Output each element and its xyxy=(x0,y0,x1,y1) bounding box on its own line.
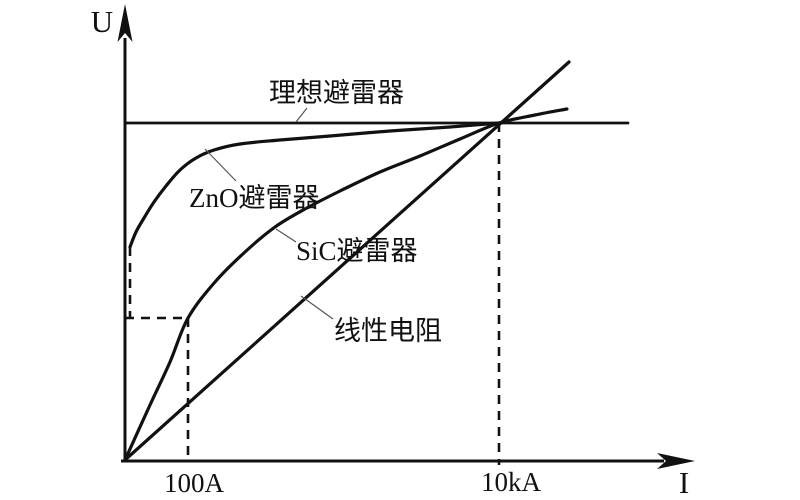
x-tick-label-100a: 100A xyxy=(164,468,225,498)
curves-layer xyxy=(123,60,630,462)
axes xyxy=(117,4,695,469)
y-axis-label: U xyxy=(91,4,113,39)
curve-sic xyxy=(123,107,569,462)
series-label-zno-arrester: ZnO避雷器 xyxy=(189,183,320,213)
leader-lines xyxy=(204,107,334,320)
series-label-linear-resistor: 线性电阻 xyxy=(334,316,442,346)
dashed-guides-layer xyxy=(125,123,501,465)
leader-line-ideal xyxy=(295,107,308,123)
leader-line-zno xyxy=(204,148,237,182)
x-axis-arrowhead xyxy=(657,453,695,469)
series-label-ideal-arrester: 理想避雷器 xyxy=(269,78,404,108)
curve-linear xyxy=(123,60,571,462)
x-axis-label: I xyxy=(679,465,689,500)
y-axis-arrowhead xyxy=(117,4,133,42)
x-tick-label-10ka: 10kA xyxy=(481,467,542,497)
series-label-sic-arrester: SiC避雷器 xyxy=(296,236,418,266)
leader-line-linear xyxy=(300,295,334,320)
labels-layer: U I 理想避雷器 ZnO避雷器 SiC避雷器 线性电阻 100A 10kA xyxy=(91,4,689,500)
curve-zno xyxy=(128,121,501,249)
leader-line-sic xyxy=(275,228,297,243)
